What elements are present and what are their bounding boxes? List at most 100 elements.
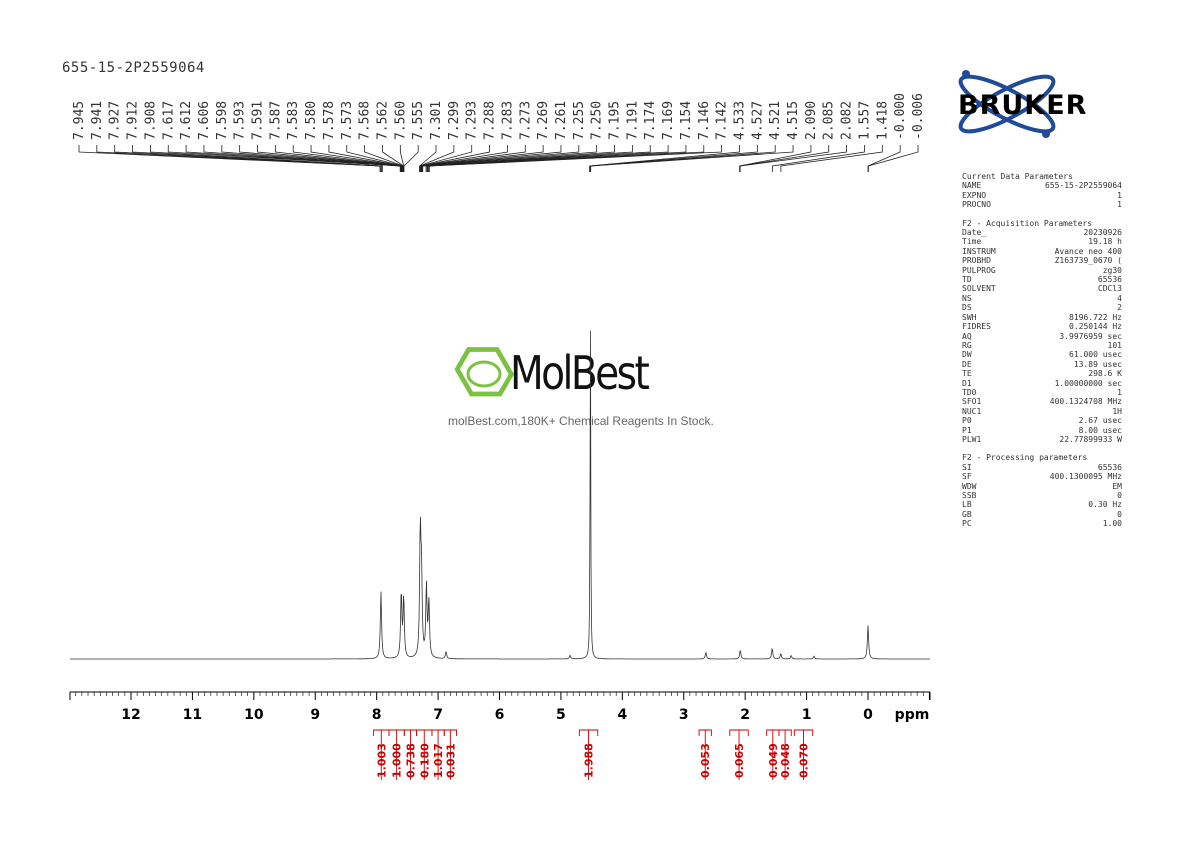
param-key: WDW xyxy=(962,481,977,491)
integral-value: 1.017 xyxy=(432,743,445,778)
param-key: FIDRES xyxy=(962,322,991,332)
integral-value: 0.049 xyxy=(767,743,780,778)
param-key: SFO1 xyxy=(962,397,982,407)
param-row: PROBHD Z163739_0670 ( xyxy=(962,256,1122,265)
tick-label: 5 xyxy=(556,707,566,723)
tick-label: 6 xyxy=(495,707,505,723)
peak-label-leader xyxy=(425,145,633,172)
peak-label-leader xyxy=(589,145,740,172)
param-key: PLW1 xyxy=(962,434,982,444)
param-row: SOLVENT CDCl3 xyxy=(962,284,1122,293)
peak-label-leader xyxy=(150,145,383,172)
integral-value: 0.180 xyxy=(418,743,431,778)
param-row: SFO1 400.1324708 MHz xyxy=(962,397,1122,406)
benzene-ring-icon xyxy=(454,347,515,397)
peak-label-leader xyxy=(739,145,830,172)
param-key: DW xyxy=(962,350,972,360)
peak-shift-label: 7.293 xyxy=(465,101,480,140)
param-key: SF xyxy=(962,472,972,482)
acquisition-params-title: F2 - Acquisition Parameters xyxy=(962,218,1093,228)
param-value: 65536 xyxy=(1097,275,1122,285)
param-value: 2.67 usec xyxy=(1078,416,1122,426)
tick-label: 10 xyxy=(244,707,264,723)
param-key: LB xyxy=(962,500,972,510)
param-row: PC 1.00 xyxy=(962,519,1122,528)
param-row: SWH 8196.722 Hz xyxy=(962,313,1122,322)
param-key: AQ xyxy=(962,331,972,341)
param-value: 1.00 xyxy=(1102,519,1122,529)
ppm-axis: 12 11 10 9 8 7 6 5 4 3 2 1 0 ppm xyxy=(69,691,931,723)
tick-label: 0 xyxy=(863,707,873,723)
param-key: TE xyxy=(962,369,972,379)
acquisition-parameters-panel: Current Data Parameters NAME 655-15-2P255… xyxy=(962,172,1122,529)
x-axis-label: ppm xyxy=(895,707,930,723)
param-key: SSB xyxy=(962,491,977,500)
param-value: 19.18 h xyxy=(1088,237,1122,247)
param-value: 101 xyxy=(1107,340,1122,350)
peak-shift-label: 7.269 xyxy=(536,101,551,140)
param-row: PULPROG zg30 xyxy=(962,266,1122,275)
integral-value: 1.000 xyxy=(391,743,404,778)
param-key: PC xyxy=(962,519,972,529)
integral-value: 0.053 xyxy=(699,743,712,778)
param-value: 0 xyxy=(1117,491,1122,500)
peak-label-leader xyxy=(203,145,402,172)
param-value: 1 xyxy=(1117,387,1122,397)
peak-label-leader xyxy=(96,145,381,172)
param-key: P1 xyxy=(962,425,972,435)
watermark-tagline: molBest.com,180K+ Chemical Reagents In S… xyxy=(448,414,714,428)
integral-value: 0.048 xyxy=(779,743,792,778)
param-row: DS 2 xyxy=(962,303,1122,312)
param-row: PROCNO 1 xyxy=(962,200,1122,209)
peak-shift-label: 4.521 xyxy=(768,101,783,140)
atom-orbit-icon xyxy=(958,70,1056,138)
param-key: NAME xyxy=(962,181,982,191)
tick-label: 8 xyxy=(372,707,382,723)
peak-shift-label: 7.606 xyxy=(197,101,212,140)
param-value: 65536 xyxy=(1097,462,1122,472)
peak-shift-label: 2.090 xyxy=(804,101,819,140)
peak-label-leader xyxy=(780,145,883,172)
peak-shift-label: -0.006 xyxy=(911,93,926,140)
param-value: 8196.722 Hz xyxy=(1069,312,1122,322)
peak-shift-label: 7.927 xyxy=(108,101,123,140)
param-value: Avance neo 400 xyxy=(1054,246,1122,256)
processing-params-title: F2 - Processing parameters xyxy=(962,453,1088,463)
peak-shift-label: 7.612 xyxy=(179,101,194,140)
peak-shift-label: 1.418 xyxy=(875,101,890,140)
param-value: Z163739_0670 ( xyxy=(1054,256,1122,266)
peak-label-leader xyxy=(420,145,508,172)
peak-shift-label: 7.255 xyxy=(572,101,587,140)
param-key: SOLVENT xyxy=(962,284,996,294)
peak-label-leader xyxy=(422,145,598,172)
peak-shift-label: 7.562 xyxy=(375,101,390,140)
param-key: RG xyxy=(962,340,972,350)
param-row: Time 19.18 h xyxy=(962,237,1122,246)
param-value: 8.00 usec xyxy=(1078,425,1122,435)
peak-shift-label: 2.085 xyxy=(822,101,837,140)
peak-label-leader xyxy=(403,145,419,172)
integral-value: 0.738 xyxy=(404,743,417,778)
param-key: PULPROG xyxy=(962,265,996,275)
param-row: NAME 655-15-2P2559064 xyxy=(962,181,1122,190)
param-key: PROBHD xyxy=(962,256,991,266)
peak-shift-label: 2.082 xyxy=(840,101,855,140)
param-row: TE 298.6 K xyxy=(962,369,1122,378)
peak-shift-label: 7.941 xyxy=(90,101,105,140)
peak-shift-label: -0.000 xyxy=(893,93,908,140)
peak-shift-label: 7.195 xyxy=(608,101,623,140)
param-value: 1 xyxy=(1117,190,1122,200)
tick-label: 12 xyxy=(121,707,140,723)
param-value: EM xyxy=(1112,481,1122,491)
peak-shift-label: 7.578 xyxy=(322,101,337,140)
param-row: SI 65536 xyxy=(962,463,1122,472)
param-row: NUC1 1H xyxy=(962,407,1122,416)
peak-shift-label: 7.142 xyxy=(715,101,730,140)
param-row: Date_ 20230926 xyxy=(962,228,1122,237)
param-key: INSTRUM xyxy=(962,246,996,256)
param-value: 1H xyxy=(1112,406,1122,416)
param-key: NUC1 xyxy=(962,406,982,416)
param-row: WDW EM xyxy=(962,482,1122,491)
peak-shift-label: 7.299 xyxy=(447,101,462,140)
param-key: TD0 xyxy=(962,387,977,397)
